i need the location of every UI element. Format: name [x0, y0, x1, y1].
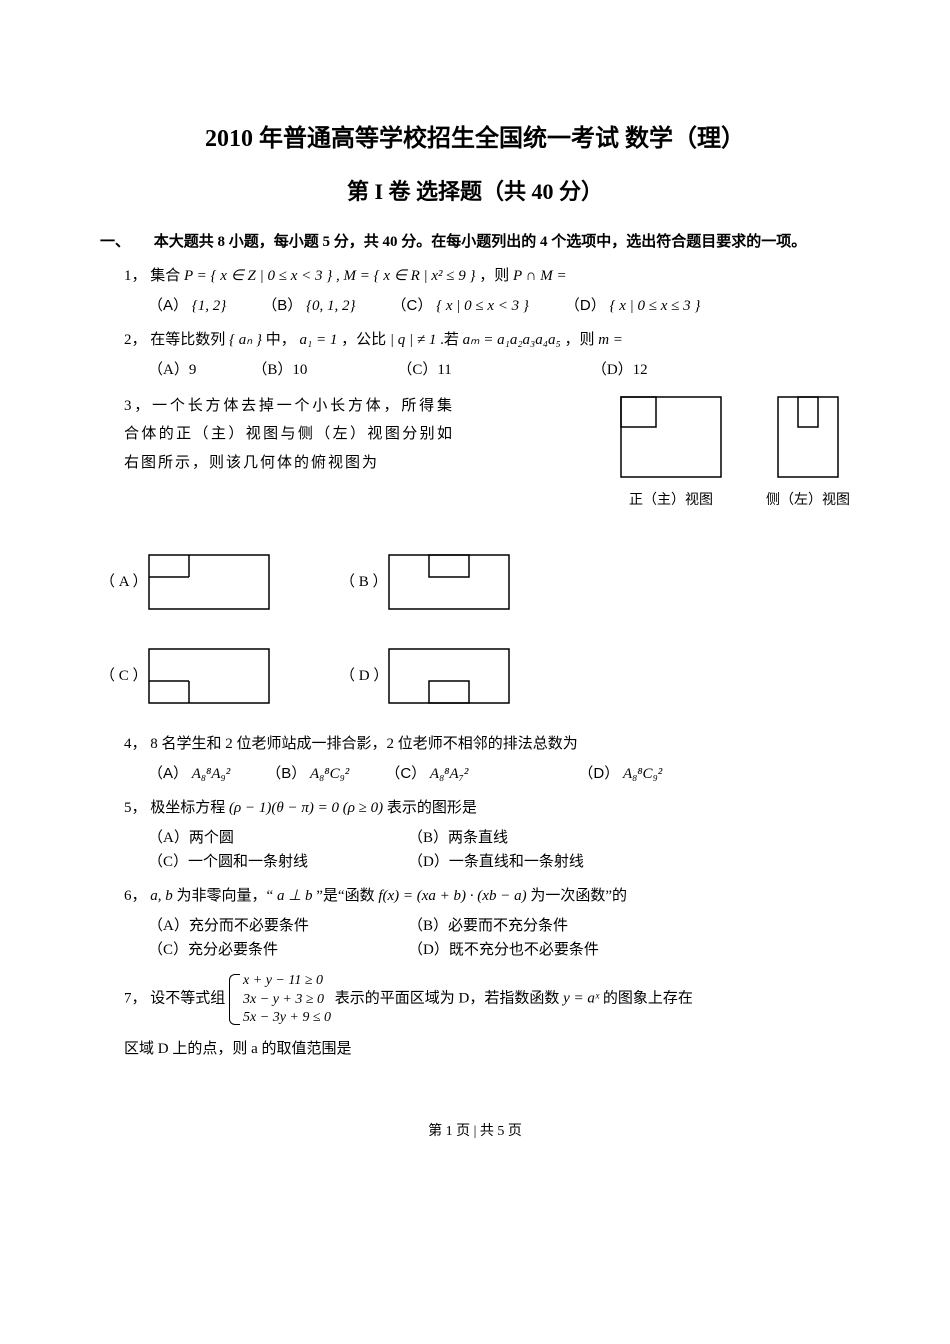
q5-options: （A）两个圆 （B）两条直线 （C）一个圆和一条射线 （D）一条直线和一条射线	[148, 826, 850, 874]
q1-expr: P ∩ M =	[513, 268, 567, 284]
q5-opt-c: （C）一个圆和一条射线	[148, 850, 408, 874]
q3-views: 正（主）视图 侧（左）视图	[616, 392, 850, 513]
q1-opt-d: （D） { x | 0 ≤ x ≤ 3 }	[565, 294, 701, 318]
side-view-svg	[773, 392, 843, 482]
q1-post: ，则	[479, 268, 509, 284]
main-title: 2010 年普通高等学校招生全国统一考试 数学（理）	[100, 120, 850, 158]
question-2: 2， 在等比数列 { aₙ } 中， a₁ = 1 ，公比 | q | ≠ 1 …	[124, 328, 850, 352]
q2-opt-a: （A）9	[148, 358, 196, 382]
q1-options: （A） {1, 2} （B） {0, 1, 2} （C） { x | 0 ≤ x…	[148, 294, 850, 318]
q3-side-view: 侧（左）视图	[766, 392, 850, 513]
q3-opt-d: （ D ）	[340, 644, 580, 708]
subtitle: 第 I 卷 选择题（共 40 分）	[100, 174, 850, 209]
question-4: 4， 8 名学生和 2 位老师站成一排合影，2 位老师不相邻的排法总数为	[124, 732, 850, 756]
side-view-label: 侧（左）视图	[766, 490, 850, 512]
q1-num: 1，	[124, 268, 147, 284]
section-text: 本大题共 8 小题，每小题 5 分，共 40 分。在每小题列出的 4 个选项中，…	[154, 234, 807, 250]
q1-opt-c: （C） { x | 0 ≤ x < 3 }	[392, 294, 529, 318]
q5-opt-d: （D）一条直线和一条射线	[408, 850, 584, 874]
question-7: 7， 设不等式组 x + y − 11 ≥ 0 3x − y + 3 ≥ 0 5…	[124, 972, 850, 1027]
question-1: 1， 集合 P = { x ∈ Z | 0 ≤ x < 3 } , M = { …	[124, 264, 850, 288]
q6-opt-c: （C）充分必要条件	[148, 938, 408, 962]
q3-front-view: 正（主）视图	[616, 392, 726, 513]
q2-options: （A）9 （B）10 （C）11 （D）12	[148, 358, 850, 382]
q4-opt-b: （B） A₈⁸C₉²	[266, 762, 349, 786]
q7-line2: 区域 D 上的点，则 a 的取值范围是	[124, 1037, 850, 1061]
q6-opt-b: （B）必要而不充分条件	[408, 914, 568, 938]
question-3: 正（主）视图 侧（左）视图 3，一个长方体去掉一个小长方体，所得集合体的正（主）…	[124, 392, 850, 525]
q4-opt-c: （C） A₈⁸A₇²	[385, 762, 468, 786]
q4-options: （A） A₈⁸A₉² （B） A₈⁸C₉² （C） A₈⁸A₇² （D） A₈⁸…	[148, 762, 850, 786]
q5-opt-b: （B）两条直线	[408, 826, 508, 850]
q6-opt-d: （D）既不充分也不必要条件	[408, 938, 599, 962]
q3-opt-a: （ A ）	[100, 550, 340, 614]
q7-system: x + y − 11 ≥ 0 3x − y + 3 ≥ 0 5x − 3y + …	[229, 972, 331, 1027]
q1-pre: 集合	[150, 268, 180, 284]
q3-opt-c-svg	[144, 644, 274, 708]
q3-text: 3，一个长方体去掉一个小长方体，所得集合体的正（主）视图与侧（左）视图分别如右图…	[124, 392, 454, 478]
q2-opt-c: （C）11	[397, 358, 451, 382]
q4-opt-d: （D） A₈⁸C₉²	[578, 762, 662, 786]
front-view-svg	[616, 392, 726, 482]
q3-opt-a-svg	[144, 550, 274, 614]
section-heading: 一、 本大题共 8 小题，每小题 5 分，共 40 分。在每小题列出的 4 个选…	[100, 230, 850, 254]
q1-sets: P = { x ∈ Z | 0 ≤ x < 3 } , M = { x ∈ R …	[184, 268, 475, 284]
q5-opt-a: （A）两个圆	[148, 826, 408, 850]
page-footer: 第 1 页 | 共 5 页	[100, 1121, 850, 1143]
q3-options: （ A ） （ B ） （ C ） （ D ）	[100, 550, 850, 708]
q3-opt-b-svg	[384, 550, 514, 614]
q3-opt-b: （ B ）	[340, 550, 580, 614]
q2-num: 2，	[124, 332, 147, 348]
q2-opt-b: （B）10	[252, 358, 307, 382]
question-6: 6， a, b 为非零向量，“ a ⊥ b ”是“函数 f(x) = (xa +…	[124, 884, 850, 908]
front-view-label: 正（主）视图	[616, 490, 726, 512]
q6-opt-a: （A）充分而不必要条件	[148, 914, 408, 938]
question-5: 5， 极坐标方程 (ρ − 1)(θ − π) = 0 (ρ ≥ 0) 表示的图…	[124, 796, 850, 820]
q3-opt-d-svg	[384, 644, 514, 708]
q4-opt-a: （A） A₈⁸A₉²	[148, 762, 230, 786]
q1-opt-b: （B） {0, 1, 2}	[262, 294, 355, 318]
q2-opt-d: （D）12	[592, 358, 648, 382]
section-prefix: 一、	[100, 234, 130, 250]
q3-opt-c: （ C ）	[100, 644, 340, 708]
q1-opt-a: （A） {1, 2}	[148, 294, 226, 318]
q6-options: （A）充分而不必要条件 （B）必要而不充分条件 （C）充分必要条件 （D）既不充…	[148, 914, 850, 962]
